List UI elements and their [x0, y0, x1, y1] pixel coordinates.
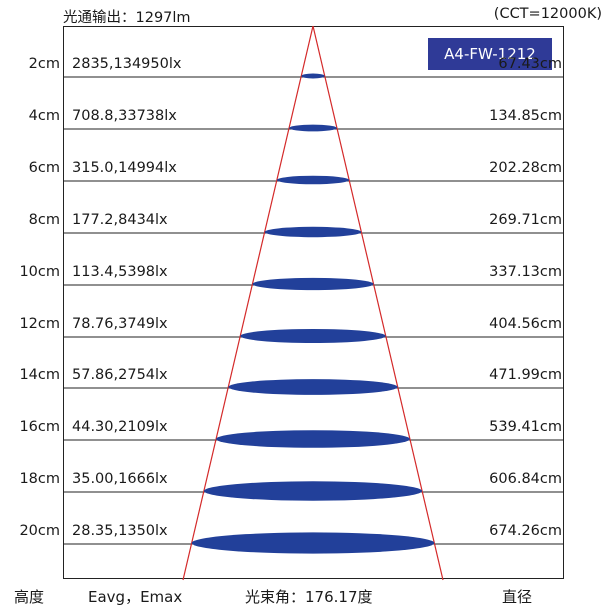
luminous-flux-label: 光通输出：1297lm — [63, 10, 191, 26]
beam-diameter-value: 202.28cm — [489, 160, 562, 176]
distance-label: 10cm — [19, 264, 60, 280]
eavg-emax-value: 35.00,1666lx — [72, 471, 168, 487]
beam-diameter-value: 269.71cm — [489, 212, 562, 228]
distance-label: 6cm — [28, 160, 60, 176]
beam-spot-ellipse — [289, 124, 337, 132]
beam-diameter-value: 134.85cm — [489, 108, 562, 124]
beam-spot-ellipse — [240, 329, 386, 343]
beam-spot-ellipse — [191, 532, 435, 554]
distance-label: 20cm — [19, 523, 60, 539]
model-badge: A4-FW-1212 — [428, 38, 552, 70]
beam-diameter-value: 67.43cm — [498, 56, 562, 72]
eavg-emax-value: 78.76,3749lx — [72, 316, 168, 332]
beam-diameter-value: 471.99cm — [489, 367, 562, 383]
beam-spot-ellipse — [203, 481, 423, 501]
distance-label: 14cm — [19, 367, 60, 383]
eavg-emax-value: 315.0,14994lx — [72, 160, 177, 176]
eavg-emax-value: 708.8,33738lx — [72, 108, 177, 124]
distance-label: 4cm — [28, 108, 60, 124]
diameter-column-label: 直径 — [502, 588, 533, 606]
eavg-emax-value: 113.4,5398lx — [72, 264, 168, 280]
cct-label: (CCT=12000K) — [493, 6, 602, 22]
beam-spot-ellipse — [301, 73, 325, 79]
eavg-emax-value: 44.30,2109lx — [72, 419, 168, 435]
beam-diameter-value: 674.26cm — [489, 523, 562, 539]
eavg-emax-value: 177.2,8434lx — [72, 212, 168, 228]
distance-label: 8cm — [28, 212, 60, 228]
beam-spot-ellipse — [264, 226, 362, 238]
beam-diameter-value: 539.41cm — [489, 419, 562, 435]
distance-label: 12cm — [19, 316, 60, 332]
eavg-emax-value: 57.86,2754lx — [72, 367, 168, 383]
height-column-label: 高度 — [14, 588, 45, 606]
beam-angle-label: 光束角：176.17度 — [245, 588, 373, 606]
eavg-emax-value: 28.35,1350lx — [72, 523, 168, 539]
beam-spot-ellipse — [252, 277, 374, 291]
beam-diameter-value: 404.56cm — [489, 316, 562, 332]
eavg-emax-value: 2835,134950lx — [72, 56, 182, 72]
beam-spot-ellipse — [228, 379, 398, 395]
beam-spot-ellipse — [276, 175, 350, 185]
beam-spot-ellipse — [216, 430, 410, 448]
beam-diameter-value: 606.84cm — [489, 471, 562, 487]
distance-label: 16cm — [19, 419, 60, 435]
beam-left-edge — [182, 25, 314, 581]
beam-right-edge — [312, 25, 444, 581]
distance-label: 2cm — [28, 56, 60, 72]
distance-label: 18cm — [19, 471, 60, 487]
beam-diameter-value: 337.13cm — [489, 264, 562, 280]
eavg-emax-column-label: Eavg，Emax — [88, 588, 183, 606]
